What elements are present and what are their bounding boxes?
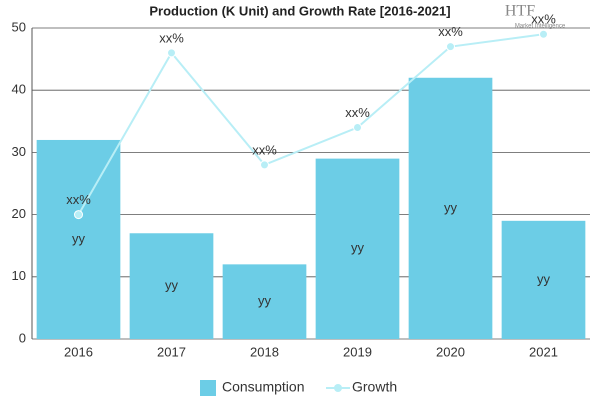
- bar: [315, 158, 400, 339]
- x-tick-label: 2019: [343, 344, 372, 359]
- y-tick-label: 0: [19, 330, 26, 345]
- bar-label: yy: [537, 271, 551, 286]
- y-tick-label: 40: [12, 82, 26, 97]
- x-tick-label: 2017: [157, 344, 186, 359]
- point-label: xx%: [531, 12, 556, 27]
- bar: [222, 264, 307, 339]
- line-point: [539, 29, 548, 39]
- point-label: xx%: [252, 142, 277, 157]
- bar-label: yy: [444, 200, 458, 215]
- legend-swatch: [334, 384, 342, 392]
- legend-label: Growth: [352, 379, 397, 395]
- x-tick-label: 2018: [250, 344, 279, 359]
- x-tick-label: 2016: [64, 344, 93, 359]
- point-label: xx%: [345, 105, 370, 120]
- bar: [408, 77, 493, 339]
- line-point: [446, 42, 455, 52]
- y-tick-label: 50: [12, 19, 26, 34]
- line-point: [353, 123, 362, 133]
- legend-swatch: [200, 380, 216, 396]
- legend-label: Consumption: [222, 379, 305, 395]
- y-tick-label: 20: [12, 206, 26, 221]
- point-label: xx%: [438, 24, 463, 39]
- line-point: [74, 210, 83, 220]
- logo-subtext: Market Intelligence: [515, 24, 566, 30]
- line-point: [167, 48, 176, 58]
- logo-text: HTF: [505, 3, 535, 20]
- y-tick-label: 30: [12, 144, 26, 159]
- line-point: [260, 160, 269, 170]
- bar: [36, 139, 121, 339]
- bar: [501, 220, 586, 339]
- bar-label: yy: [258, 293, 272, 308]
- point-label: xx%: [66, 192, 91, 207]
- line: [77, 33, 544, 216]
- y-tick-label: 10: [12, 268, 26, 283]
- bar-label: yy: [351, 240, 365, 255]
- point-label: xx%: [159, 30, 184, 45]
- bar-label: yy: [165, 278, 179, 293]
- x-tick-label: 2020: [436, 344, 465, 359]
- chart-title: Production (K Unit) and Growth Rate [201…: [149, 3, 450, 18]
- x-tick-label: 2021: [529, 344, 558, 359]
- bar-label: yy: [72, 231, 86, 246]
- bar: [129, 233, 214, 339]
